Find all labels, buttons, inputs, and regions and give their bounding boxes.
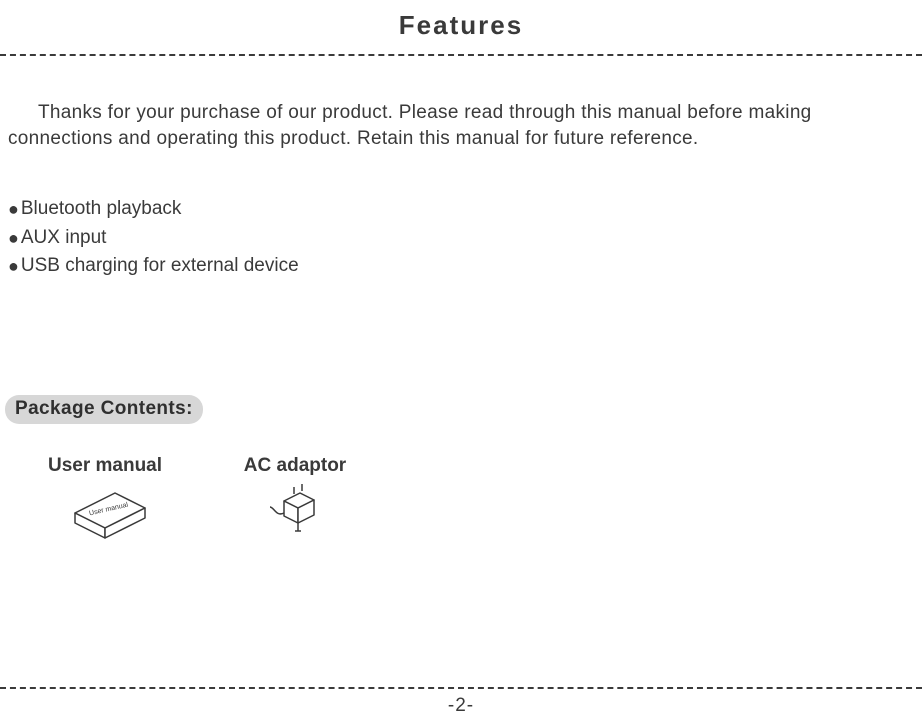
package-contents-heading: Package Contents: — [5, 395, 203, 424]
list-item: ● AUX input — [8, 224, 299, 253]
package-item-manual: User manual User manual — [30, 455, 180, 553]
package-item-label: User manual — [30, 455, 180, 477]
divider-top — [0, 54, 922, 56]
intro-paragraph: Thanks for your purchase of our product.… — [8, 100, 914, 151]
feature-list: ● Bluetooth playback ● AUX input ● USB c… — [8, 195, 299, 281]
list-item-label: USB charging for external device — [21, 252, 299, 281]
page-number: -2- — [0, 695, 922, 717]
list-item-label: Bluetooth playback — [21, 195, 182, 224]
bullet-icon: ● — [8, 229, 19, 247]
intro-text: Thanks for your purchase of our product.… — [8, 102, 812, 149]
package-item-adaptor: AC adaptor — [220, 455, 370, 553]
adaptor-icon — [220, 483, 370, 553]
package-items: User manual User manual AC ada — [30, 455, 370, 553]
page-title: Features — [0, 0, 922, 41]
package-item-label: AC adaptor — [220, 455, 370, 477]
bullet-icon: ● — [8, 200, 19, 218]
manual-page: Features Thanks for your purchase of our… — [0, 0, 922, 723]
divider-bottom — [0, 687, 922, 689]
manual-icon: User manual — [30, 483, 180, 553]
bullet-icon: ● — [8, 257, 19, 275]
list-item: ● Bluetooth playback — [8, 195, 299, 224]
list-item-label: AUX input — [21, 224, 107, 253]
list-item: ● USB charging for external device — [8, 252, 299, 281]
